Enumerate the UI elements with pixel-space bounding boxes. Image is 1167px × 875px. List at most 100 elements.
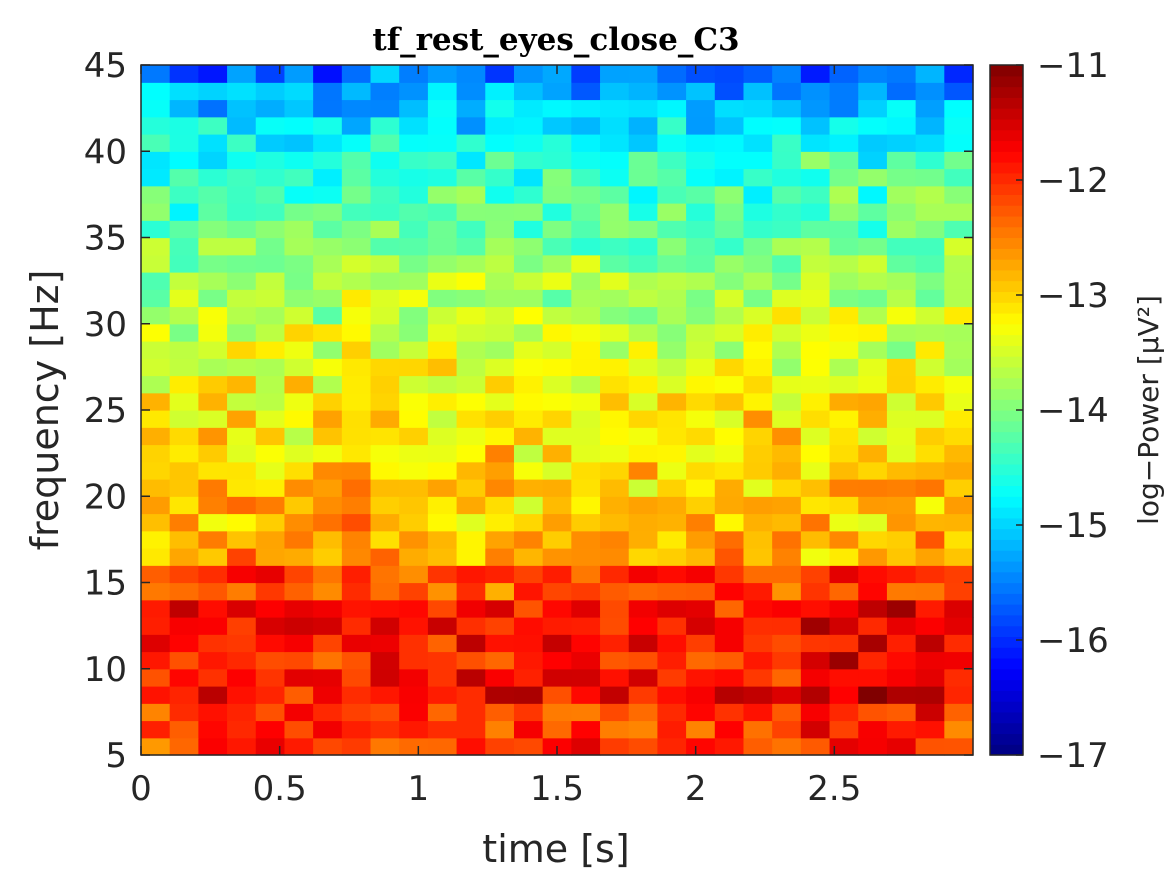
heatmap-cell (198, 686, 228, 704)
heatmap-cell (714, 461, 745, 480)
heatmap-cell (169, 737, 199, 756)
heatmap-cell (886, 599, 917, 618)
heatmap-cell (858, 651, 888, 670)
heatmap-cell (227, 686, 257, 704)
heatmap-cell (456, 548, 486, 566)
heatmap-cell (513, 185, 544, 204)
heatmap-cell (513, 599, 544, 618)
heatmap-cell (313, 272, 343, 290)
heatmap-cell (485, 513, 515, 532)
heatmap-cell (399, 272, 429, 290)
heatmap-cell (399, 565, 429, 584)
heatmap-cell (141, 686, 171, 704)
heatmap-cell (944, 582, 974, 601)
heatmap-cell (772, 168, 802, 187)
heatmap-cell (399, 306, 429, 325)
heatmap-cell (571, 651, 601, 670)
heatmap-cell (772, 496, 802, 515)
heatmap-cell (399, 737, 429, 756)
heatmap-cell (370, 289, 400, 308)
heatmap-cell (141, 410, 171, 428)
heatmap-cell (485, 272, 515, 290)
heatmap-cell (600, 668, 630, 687)
heatmap-cell (743, 168, 773, 187)
colorbar-segment (990, 118, 1023, 131)
colorbar-segment (990, 593, 1023, 605)
colorbar-tick-label: −11 (1037, 46, 1109, 86)
heatmap-cell (657, 168, 687, 187)
y-tick-label: 20 (84, 477, 127, 517)
heatmap-cell (370, 323, 400, 342)
heatmap-cell (772, 99, 802, 118)
heatmap-cell (686, 168, 716, 187)
heatmap-cell (800, 358, 831, 377)
colorbar-segment (990, 560, 1023, 573)
heatmap-cell (944, 548, 974, 566)
heatmap-cell (227, 565, 257, 584)
heatmap-cell (370, 410, 400, 428)
heatmap-cell (800, 599, 831, 618)
heatmap-cell (600, 599, 630, 618)
heatmap-cell (944, 479, 974, 497)
heatmap-cell (542, 548, 572, 566)
heatmap-cell (427, 668, 458, 687)
heatmap-cell (686, 116, 716, 135)
heatmap-cell (944, 410, 974, 428)
colorbar-segment (990, 442, 1023, 454)
heatmap-cell (944, 496, 974, 515)
heatmap-cell (858, 444, 888, 463)
heatmap-cell (427, 341, 458, 359)
heatmap-cell (944, 530, 974, 549)
heatmap-cell (571, 392, 601, 411)
heatmap-cell (370, 254, 400, 273)
heatmap-cell (628, 444, 659, 463)
heatmap-cell (255, 703, 286, 722)
heatmap-cell (141, 272, 171, 290)
heatmap-cell (886, 341, 917, 359)
heatmap-cell (571, 686, 601, 704)
heatmap-cell (485, 203, 515, 221)
heatmap-cell (858, 392, 888, 411)
heatmap-cell (886, 686, 917, 704)
heatmap-cell (198, 116, 228, 135)
heatmap-cell (657, 289, 687, 308)
heatmap-cell (141, 151, 171, 170)
heatmap-cell (513, 237, 544, 256)
heatmap-cell (571, 306, 601, 325)
heatmap-cell (571, 479, 601, 497)
heatmap-cell (628, 116, 659, 135)
heatmap-cell (456, 203, 486, 221)
heatmap-cell (169, 582, 199, 601)
heatmap-cell (485, 99, 515, 118)
heatmap-cell (370, 82, 400, 101)
heatmap-cell (399, 444, 429, 463)
heatmap-cell (571, 203, 601, 221)
colorbar (989, 64, 1024, 756)
heatmap-cell (427, 220, 458, 239)
heatmap-cell (743, 513, 773, 532)
heatmap-cell (944, 289, 974, 308)
heatmap-cell (141, 289, 171, 308)
heatmap-cell (686, 134, 716, 152)
heatmap-cell (427, 651, 458, 670)
heatmap-cell (571, 634, 601, 653)
heatmap-cell (858, 479, 888, 497)
heatmap-cell (341, 82, 372, 101)
heatmap-cell (255, 565, 286, 584)
heatmap-cell (743, 668, 773, 687)
heatmap-cell (198, 82, 228, 101)
heatmap-cell (714, 565, 745, 584)
heatmap-cell (628, 513, 659, 532)
heatmap-cell (255, 82, 286, 101)
heatmap-cell (915, 427, 945, 446)
heatmap-cell (657, 358, 687, 377)
heatmap-cell (772, 479, 802, 497)
heatmap-cell (313, 168, 343, 187)
heatmap-cell (255, 479, 286, 497)
heatmap-cell (198, 358, 228, 377)
heatmap-cell (571, 720, 601, 739)
heatmap-cell (800, 530, 831, 549)
heatmap-cell (800, 289, 831, 308)
heatmap-cell (743, 599, 773, 618)
heatmap-cell (829, 513, 859, 532)
